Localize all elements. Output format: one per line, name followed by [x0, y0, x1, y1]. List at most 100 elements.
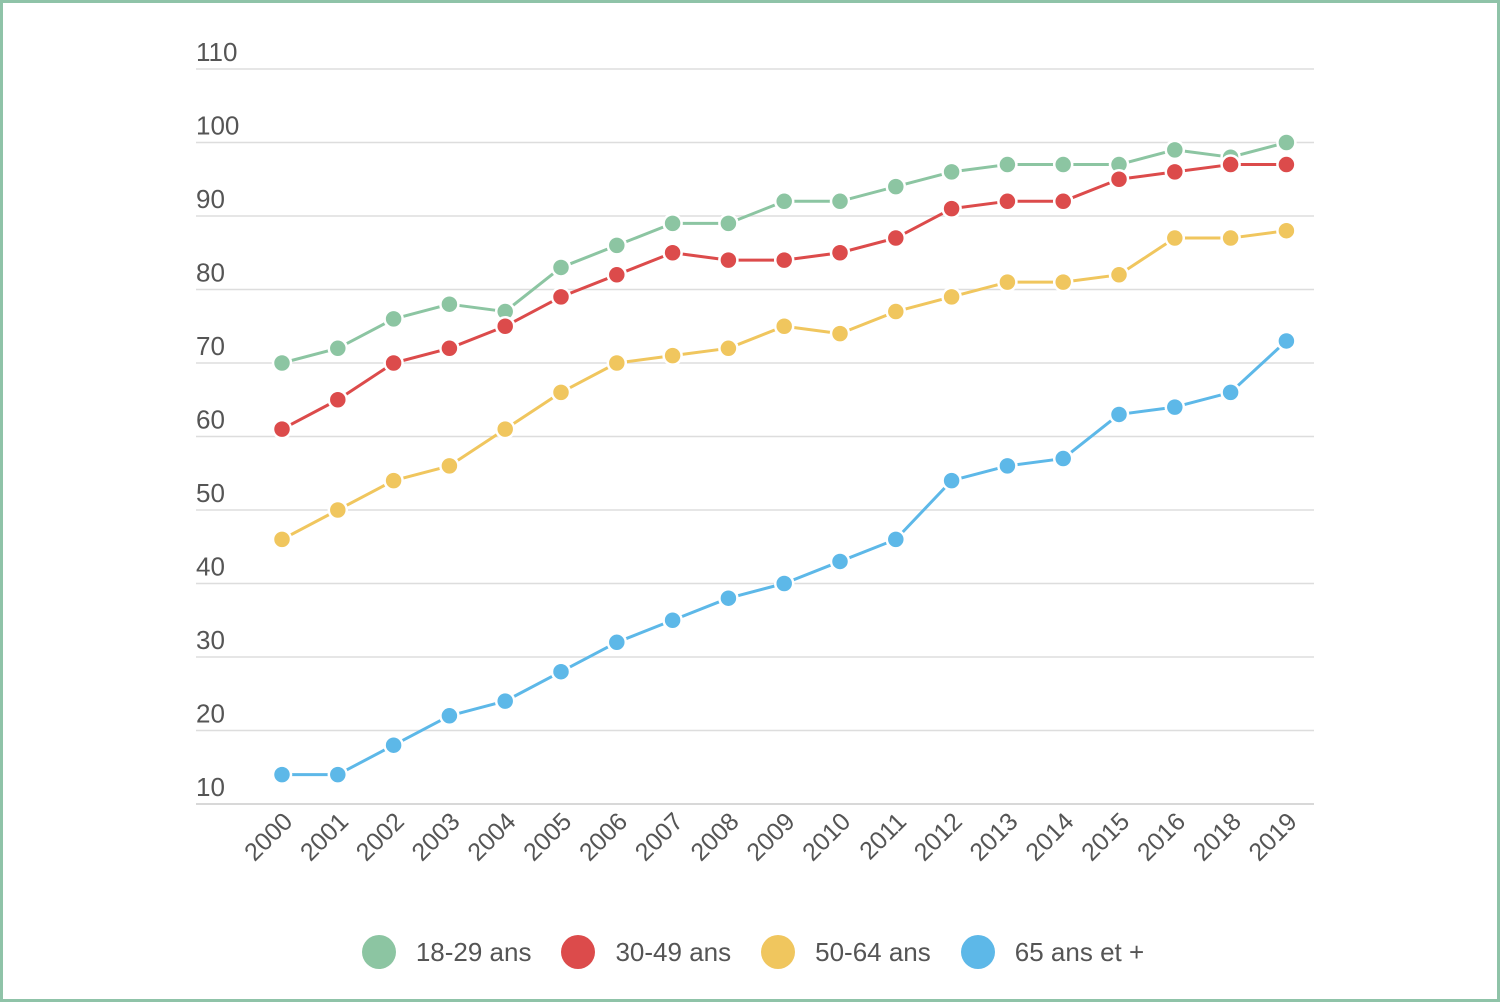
- data-point[interactable]: [773, 316, 795, 337]
- data-point[interactable]: [829, 323, 851, 344]
- data-point[interactable]: [718, 213, 739, 234]
- x-tick-label: 2000: [239, 807, 298, 866]
- x-tick-label: 2010: [797, 807, 856, 866]
- data-point[interactable]: [327, 499, 349, 521]
- data-point[interactable]: [662, 345, 683, 366]
- data-point[interactable]: [885, 529, 907, 550]
- data-point[interactable]: [606, 632, 628, 653]
- data-point[interactable]: [941, 286, 962, 308]
- data-point[interactable]: [439, 293, 460, 315]
- x-tick-label: 2008: [686, 807, 745, 866]
- legend-label: 65 ans et +: [1014, 936, 1145, 967]
- y-tick-label: 70: [196, 331, 225, 361]
- x-tick-label: 2019: [1244, 807, 1303, 866]
- data-point[interactable]: [383, 308, 404, 330]
- data-point[interactable]: [1220, 382, 1241, 403]
- data-point[interactable]: [383, 352, 404, 374]
- y-tick-label: 20: [196, 699, 225, 729]
- data-point[interactable]: [550, 257, 572, 278]
- legend-item-18-29[interactable]: 18-29 ans: [361, 935, 531, 969]
- data-point[interactable]: [829, 191, 851, 212]
- data-point[interactable]: [718, 249, 739, 271]
- data-point[interactable]: [1276, 154, 1297, 175]
- data-point[interactable]: [941, 161, 962, 183]
- legend-swatch-65-plus: [960, 935, 995, 969]
- data-point[interactable]: [550, 382, 572, 403]
- data-point[interactable]: [271, 352, 293, 374]
- data-point[interactable]: [327, 389, 349, 410]
- data-point[interactable]: [1276, 330, 1297, 352]
- data-point[interactable]: [885, 227, 907, 249]
- legend-item-65-plus[interactable]: 65 ans et +: [960, 935, 1145, 969]
- data-point[interactable]: [439, 455, 460, 477]
- x-tick-label: 2003: [407, 807, 466, 866]
- series-line-65-plus: [282, 339, 1288, 777]
- gridlines: [196, 68, 1314, 805]
- data-point[interactable]: [327, 338, 349, 359]
- legend-label: 30-49 ans: [615, 936, 732, 967]
- data-point[interactable]: [718, 587, 739, 609]
- y-tick-label: 80: [196, 258, 225, 288]
- data-point[interactable]: [997, 191, 1018, 212]
- data-point[interactable]: [773, 573, 795, 594]
- data-point[interactable]: [829, 242, 851, 263]
- legend-item-50-64[interactable]: 50-64 ans: [761, 935, 931, 969]
- x-tick-label: 2004: [462, 807, 521, 866]
- data-point[interactable]: [1220, 154, 1241, 175]
- data-point[interactable]: [941, 198, 962, 219]
- data-point[interactable]: [494, 316, 516, 337]
- data-point[interactable]: [1220, 227, 1241, 249]
- data-point[interactable]: [885, 301, 907, 322]
- data-point[interactable]: [494, 418, 516, 440]
- data-point[interactable]: [1052, 191, 1074, 212]
- data-point[interactable]: [271, 529, 293, 550]
- data-point[interactable]: [718, 338, 739, 359]
- data-point[interactable]: [1276, 132, 1297, 153]
- data-point[interactable]: [1164, 396, 1186, 418]
- data-point[interactable]: [773, 249, 795, 271]
- y-tick-label: 60: [196, 405, 225, 435]
- data-point[interactable]: [439, 705, 460, 727]
- data-point[interactable]: [271, 418, 293, 440]
- data-point[interactable]: [941, 470, 962, 491]
- data-point[interactable]: [829, 551, 851, 572]
- data-point[interactable]: [606, 264, 628, 286]
- data-point[interactable]: [773, 191, 795, 212]
- data-point[interactable]: [494, 690, 516, 712]
- series-65-plus: [271, 330, 1297, 785]
- data-point[interactable]: [1164, 161, 1186, 183]
- data-point[interactable]: [606, 235, 628, 256]
- data-point[interactable]: [606, 352, 628, 374]
- data-point[interactable]: [1052, 154, 1074, 175]
- data-point[interactable]: [1276, 220, 1297, 241]
- data-point[interactable]: [439, 338, 460, 359]
- data-point[interactable]: [271, 764, 293, 785]
- data-point[interactable]: [327, 764, 349, 785]
- data-point[interactable]: [1108, 264, 1130, 286]
- y-axis-ticks: 10 20 30 40 50 60 70 80 90 100 110: [196, 37, 239, 802]
- data-point[interactable]: [1108, 169, 1130, 190]
- y-tick-label: 40: [196, 552, 225, 582]
- series-30-49: [271, 154, 1297, 440]
- series-50-64: [271, 220, 1297, 550]
- data-point[interactable]: [550, 661, 572, 682]
- legend-label: 50-64 ans: [815, 936, 931, 967]
- x-tick-label: 2013: [965, 807, 1024, 866]
- data-point[interactable]: [662, 242, 683, 263]
- data-point[interactable]: [550, 286, 572, 308]
- data-point[interactable]: [997, 154, 1018, 175]
- legend-item-30-49[interactable]: 30-49 ans: [561, 935, 731, 969]
- data-point[interactable]: [885, 176, 907, 197]
- data-point[interactable]: [1108, 404, 1130, 425]
- data-point[interactable]: [997, 455, 1018, 477]
- data-point[interactable]: [662, 213, 683, 234]
- data-point[interactable]: [1164, 139, 1186, 161]
- data-point[interactable]: [662, 610, 683, 631]
- data-point[interactable]: [997, 271, 1018, 293]
- data-point[interactable]: [383, 470, 404, 491]
- data-point[interactable]: [1164, 227, 1186, 249]
- data-point[interactable]: [1052, 448, 1074, 469]
- data-point[interactable]: [1052, 271, 1074, 293]
- data-point[interactable]: [383, 734, 404, 756]
